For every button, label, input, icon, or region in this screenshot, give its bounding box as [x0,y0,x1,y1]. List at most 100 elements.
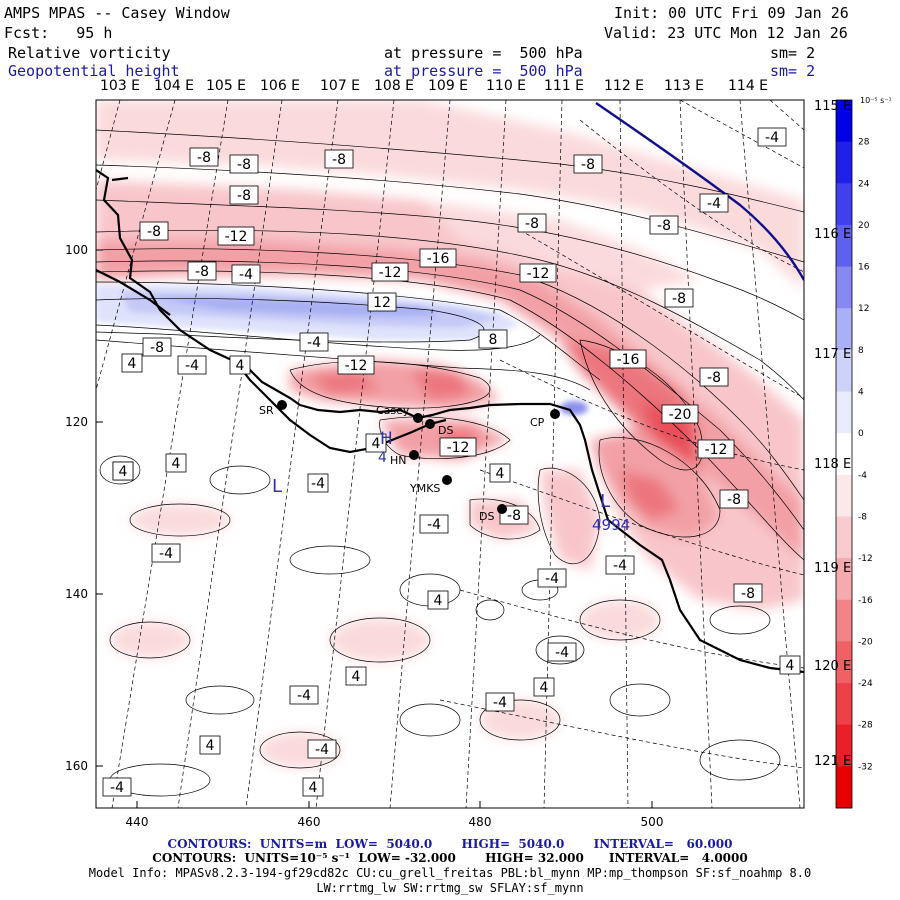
contour-label: -4 [231,264,261,284]
svg-text:-4: -4 [707,196,721,212]
pressure-markers: L 4994 L H 4 [272,429,630,534]
contour-label: -12 [371,262,409,282]
colorbar-cell [836,266,852,309]
contour-label: -12 [697,439,735,459]
svg-text:-8: -8 [741,586,755,602]
forecast-hour: Fcst: 95 h [4,24,113,42]
contour-label: -4 [307,473,329,493]
colorbar-cell [836,391,852,434]
lon-label: 113 E [664,78,704,94]
model-info-physics: LW:rrtmg_lw SW:rrtmg_sw SFLAY:sf_mynn [316,881,584,895]
contour-label: -4 [102,777,132,797]
x-axis: 440 460 480 500 [126,801,664,829]
svg-text:4: 4 [372,436,381,452]
contour-label: 4 [779,655,801,675]
colorbar-cell [836,141,852,184]
contour-label: -4 [757,127,787,147]
colorbar-label: 16 [858,263,870,273]
svg-text:-16: -16 [617,352,640,368]
lon-label: 112 E [604,78,644,94]
colorbar-cell [836,641,852,684]
vorticity-contour-info: CONTOURS: UNITS=10⁻⁵ s⁻¹ LOW= -32.000 HI… [152,851,748,865]
lon-label: 109 E [428,78,468,94]
colorbar-cell [836,683,852,726]
contour-label: 4 [199,735,221,755]
contour-label: -8 [187,261,217,281]
colorbar-cell [836,516,852,559]
contour-label: -4 [419,514,449,534]
contour-label: 4 [365,433,387,453]
svg-text:-20: -20 [669,407,692,423]
svg-text:YMKS: YMKS [409,482,440,495]
init-time: Init: 00 UTC Fri 09 Jan 26 [614,4,849,22]
svg-text:4: 4 [119,464,128,480]
contour-label: 4 [165,453,187,473]
low-marker: L [600,491,610,512]
colorbar-cell [836,724,852,767]
model-title: AMPS MPAS -- Casey Window [4,4,230,22]
svg-text:-4: -4 [555,645,569,661]
svg-text:4: 4 [206,738,215,754]
contour-label: -4 [605,555,635,575]
right-longitude-labels: 115 E 116 E 117 E 118 E 119 E 120 E 121 … [814,99,851,769]
svg-text:-12: -12 [225,229,248,245]
svg-text:SR: SR [259,404,274,417]
contour-label: -8 [324,149,354,169]
svg-text:-8: -8 [507,508,521,524]
svg-text:4: 4 [236,358,245,374]
svg-text:12: 12 [373,295,391,311]
colorbar-label: -4 [858,471,867,481]
contour-label: 4 [121,353,143,373]
svg-text:-4: -4 [493,695,507,711]
y-tick-label: 160 [65,759,88,773]
svg-text:-4: -4 [765,130,779,146]
coastline [96,169,804,674]
colorbar: 10⁻⁵ s⁻¹ 28 24 20 16 12 8 4 0 -4 -8 -12 -16 -20 -24 -2… [835,96,892,809]
top-longitude-labels: 103 E 104 E 105 E 106 E 107 E 108 E 109 … [100,78,768,94]
colorbar-label: -32 [858,762,873,772]
lon-label: 117 E [814,347,851,362]
colorbar-cell [836,308,852,351]
marker-value: 4 [378,450,387,466]
colorbar-cell [836,349,852,393]
contour-label: -8 [573,154,603,174]
lon-label: 106 E [260,78,300,94]
colorbar-label: 0 [858,429,864,439]
svg-text:DS: DS [479,510,494,523]
colorbar-label: -12 [858,554,873,564]
lon-label: 104 E [154,78,194,94]
x-tick-label: 480 [469,815,492,829]
x-tick-label: 500 [641,815,664,829]
contour-label: -8 [699,367,729,387]
contour-label: -4 [151,543,181,563]
lon-label: 119 E [814,561,851,576]
station-ds2: DS [479,504,507,523]
contour-label: -16 [609,349,647,369]
colorbar-cell [836,558,852,601]
contour-label: -12 [337,355,375,375]
field2-smooth: sm= 2 [770,62,816,80]
contour-label: -4 [307,739,337,759]
contour-label: 4 [345,666,367,686]
svg-text:8: 8 [489,332,498,348]
contour-label: -12 [519,263,557,283]
colorbar-cell [836,474,852,517]
svg-text:-4: -4 [239,267,253,283]
contour-label: -4 [177,355,207,375]
svg-text:-12: -12 [527,266,550,282]
contour-label: 8 [478,329,508,349]
svg-text:-12: -12 [447,440,470,456]
svg-text:4: 4 [786,658,795,674]
station-sr: SR [259,400,287,417]
station-casey: Casey [376,404,423,423]
field2-name: Geopotential height [8,62,180,80]
contour-label: -8 [189,147,219,167]
station-ds: DS [425,419,453,437]
high-marker: H [380,429,393,449]
svg-text:-8: -8 [581,157,595,173]
svg-text:-8: -8 [150,340,164,356]
svg-text:-12: -12 [345,358,368,374]
contour-label: -8 [229,185,259,205]
y-tick-label: 120 [65,415,88,429]
